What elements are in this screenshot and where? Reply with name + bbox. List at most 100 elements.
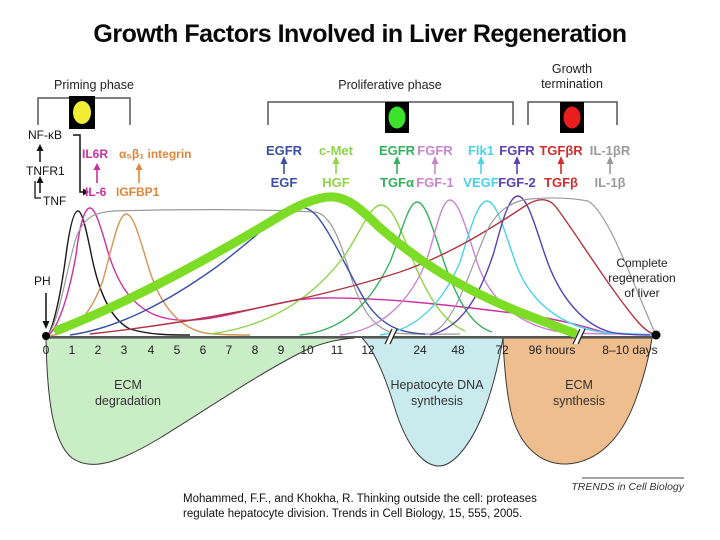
ligand-label-HGF: HGF: [322, 175, 350, 190]
ligand-receptor-arrowhead-TGFβ: [557, 156, 565, 164]
axis-break-2-slash2: [577, 328, 586, 345]
receptor-label-Flk1: Flk1: [467, 143, 494, 158]
region-ecm-degradation: [45, 337, 356, 465]
curve-egf: [69, 206, 426, 336]
slide-title: Growth Factors Involved in Liver Regener…: [93, 20, 627, 48]
ligand-receptor-arrowhead-FGF-1: [431, 156, 439, 164]
ligand-label-FGF-1: FGF-1: [416, 175, 454, 190]
ligand-label-TGFβ: TGFβ: [544, 175, 578, 190]
curve-fgf2: [429, 195, 651, 336]
axis-tick-10: 10: [300, 343, 314, 357]
red-light-bulb: [563, 106, 581, 129]
termination-phase-label-line2: termination: [541, 77, 603, 91]
nfkb-label: NF-κB: [28, 128, 62, 142]
hepatocyte-dna-synthesis-label: Hepatocyte DNA synthesis: [357, 377, 517, 409]
ecm-synthesis-label: ECM synthesis: [519, 377, 639, 409]
ligand-label-FGF-2: FGF-2: [498, 175, 536, 190]
nfkb-to-il6-connector: [73, 134, 83, 193]
curve-il6: [45, 207, 611, 337]
tnf-bracket: [34, 181, 41, 199]
axis-tick-8: 8: [251, 343, 259, 357]
tnf-to-tnfr1-arrowhead: [36, 176, 44, 183]
axis-tick-4: 4: [147, 343, 155, 357]
curve-tgfb: [89, 199, 657, 336]
axis-tick-11: 11: [330, 343, 344, 357]
igfbp1-to-integrin-arrowhead: [135, 163, 143, 170]
axis-tick-12: 12: [361, 343, 375, 357]
axis-tick-2: 2: [94, 343, 102, 357]
journal-credit: TRENDS in Cell Biology: [571, 481, 684, 493]
axis-tick-6: 6: [199, 343, 207, 357]
receptor-label-EGFR: EGFR: [378, 143, 416, 158]
axis-tick-24: 24: [413, 343, 427, 357]
curve-hgf: [209, 204, 466, 335]
axis-tick-9: 9: [277, 343, 285, 357]
tnfr1-label: TNFR1: [26, 164, 65, 178]
axis-start-dot: [42, 332, 50, 340]
nfkb-to-il6-arrowhead: [83, 188, 89, 196]
ligand-label-TGFα: TGFα: [380, 175, 414, 190]
curve-igfbp1: [45, 213, 251, 337]
proliferative-phase-label: Proliferative phase: [338, 78, 442, 92]
ligand-receptor-arrowhead-FGF-2: [513, 156, 521, 164]
ecm-degradation-line2: degradation: [94, 394, 162, 408]
il6-label: IL-6: [85, 185, 107, 199]
yellow-light-bulb: [73, 101, 91, 124]
ligand-receptor-arrowhead-HGF: [332, 156, 340, 164]
ligand-receptor-arrowhead-TGFα: [393, 156, 401, 164]
receptor-label-EGFR: EGFR: [265, 143, 303, 158]
ecm-synthesis-line2: synthesis: [552, 394, 606, 408]
factor-pair-EGF: EGFR EGF: [242, 144, 326, 190]
axis-tick-5: 5: [173, 343, 181, 357]
receptor-label-FGFR: FGFR: [499, 143, 535, 158]
factor-pair-FGF-2: FGFR FGF-2: [475, 144, 559, 190]
integrin-label: α₅β₁ integrin: [119, 147, 192, 161]
citation: Mohammed, F.F., and Khokha, R. Thinking …: [183, 492, 537, 522]
axis-tick-8–10 days: 8–10 days: [602, 343, 658, 357]
receptor-label-c-Met: c-Met: [319, 143, 353, 158]
axis-tick-0: 0: [42, 343, 50, 357]
axis-break-2-slash: [572, 328, 581, 345]
ecm-synthesis-line1: ECM: [565, 378, 593, 392]
ecm-degradation-line1: ECM: [114, 378, 142, 392]
igfbp1-label: IGFBP1: [116, 185, 160, 199]
ph-arrowhead: [42, 321, 50, 329]
termination-phase-label-line1: Growth: [551, 62, 593, 76]
axis-tick-7: 7: [225, 343, 233, 357]
axis-break-1-slash2: [389, 328, 398, 345]
complete-regeneration-note: Complete regeneration of liver: [592, 256, 692, 301]
factor-pair-VEGF: Flk1 VEGF: [439, 144, 523, 190]
complete-regeneration-line1: Complete: [616, 256, 668, 270]
tnfr1-to-nfkb-arrowhead: [36, 144, 44, 151]
axis-tick-3: 3: [120, 343, 128, 357]
axis-tick-96 hours: 96 hours: [528, 343, 576, 357]
ligand-label-VEGF: VEGF: [463, 175, 499, 190]
curve-regeneration-wave: [53, 192, 579, 338]
green-light-bulb: [388, 106, 406, 129]
citation-line2: regulate hepatocyte division. Trends in …: [183, 508, 523, 520]
ligand-label-EGF: EGF: [270, 175, 298, 190]
factor-pair-TGFα: EGFR TGFα: [355, 144, 439, 190]
il6-to-il6r-arrowhead: [93, 163, 101, 170]
receptor-label-IL-1βR: IL-1βR: [589, 143, 631, 158]
ligand-receptor-arrowhead-IL-1β: [606, 156, 614, 164]
tnf-label: TNF: [43, 194, 67, 208]
priming-phase-label: Priming phase: [54, 78, 134, 92]
axis-tick-72: 72: [495, 343, 509, 357]
axis-tick-1: 1: [68, 343, 76, 357]
factor-pair-FGF-1: FGFR FGF-1: [393, 144, 477, 190]
axis-end-dot: [651, 330, 661, 340]
factor-pair-IL-1β: IL-1βR IL-1β: [568, 144, 652, 190]
hepatocyte-dna-line1: Hepatocyte DNA: [390, 378, 484, 392]
factor-pair-TGFβ: TGFβR TGFβ: [519, 144, 603, 190]
ph-label: PH: [34, 274, 51, 288]
ligand-receptor-arrowhead-EGF: [280, 156, 288, 164]
factor-pair-HGF: c-Met HGF: [294, 144, 378, 190]
ligand-label-IL-1β: IL-1β: [594, 175, 626, 190]
axis-break-1-slash: [384, 328, 393, 345]
receptor-label-FGFR: FGFR: [417, 143, 453, 158]
region-ecm-synthesis: [502, 337, 653, 465]
region-hepatocyte-dna-synthesis: [360, 337, 504, 467]
hepatocyte-dna-line2: synthesis: [410, 394, 464, 408]
